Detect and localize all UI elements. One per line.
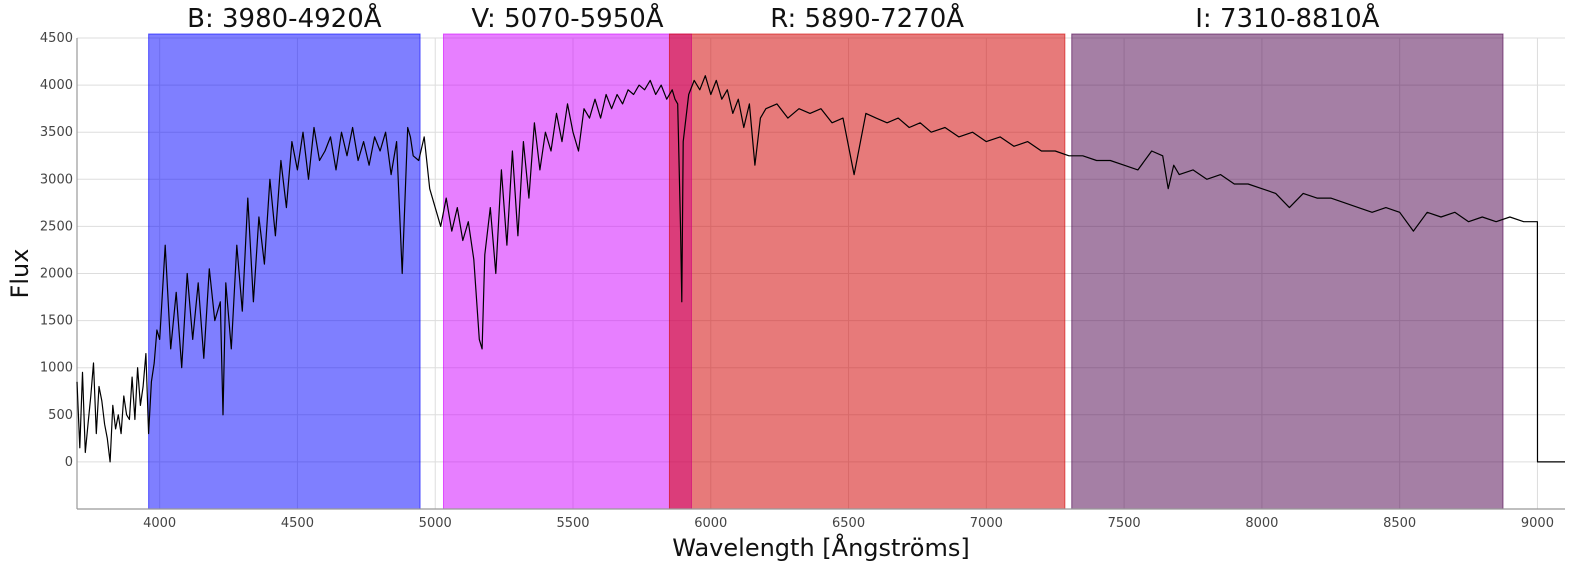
y-tick-label: 1500 — [40, 314, 73, 329]
y-axis-title: Flux — [6, 249, 34, 299]
y-tick-label: 2000 — [40, 267, 73, 282]
x-tick-label: 8500 — [1383, 516, 1416, 531]
band-rect-0 — [148, 33, 421, 510]
band-title-2: R: 5890-7270Å — [770, 2, 964, 34]
x-tick-label: 7500 — [1108, 516, 1141, 531]
x-tick-label: 7000 — [970, 516, 1003, 531]
y-tick-label: 1000 — [40, 361, 73, 376]
y-tick-label: 3000 — [40, 172, 73, 187]
x-tick-labels: 4000 4500 5000 5500 6000 6500 7000 7500 8000 8500… — [143, 516, 1554, 531]
x-tick-label: 5000 — [419, 516, 452, 531]
y-tick-label: 500 — [48, 408, 73, 423]
x-tick-label: 4000 — [143, 516, 176, 531]
y-tick-label: 4500 — [40, 31, 73, 46]
x-tick-label: 4500 — [281, 516, 314, 531]
y-tick-label: 0 — [65, 455, 73, 470]
filter-bands — [148, 33, 1504, 510]
band-rect-3 — [1071, 33, 1504, 510]
band-title-3: I: 7310-8810Å — [1195, 2, 1379, 34]
y-tick-label: 4000 — [40, 78, 73, 93]
x-tick-label: 8000 — [1245, 516, 1278, 531]
band-rect-2 — [668, 33, 1066, 510]
y-tick-label: 2500 — [40, 219, 73, 234]
y-tick-label: 3500 — [40, 125, 73, 140]
y-tick-labels: 0 500 1000 1500 2000 2500 3000 3500 4000 4500 — [40, 31, 73, 470]
x-axis-title: Wavelength [Ångströms] — [672, 533, 969, 562]
band-title-0: B: 3980-4920Å — [187, 2, 382, 34]
x-tick-label: 5500 — [556, 516, 589, 531]
band-titles: B: 3980-4920Å V: 5070-5950Å R: 5890-7270Å I… — [187, 2, 1380, 34]
spectrum-series-line — [76, 75, 1565, 463]
band-title-1: V: 5070-5950Å — [471, 2, 663, 34]
x-tick-label: 9000 — [1521, 516, 1554, 531]
x-tick-label: 6000 — [694, 516, 727, 531]
x-tick-label: 6500 — [832, 516, 865, 531]
